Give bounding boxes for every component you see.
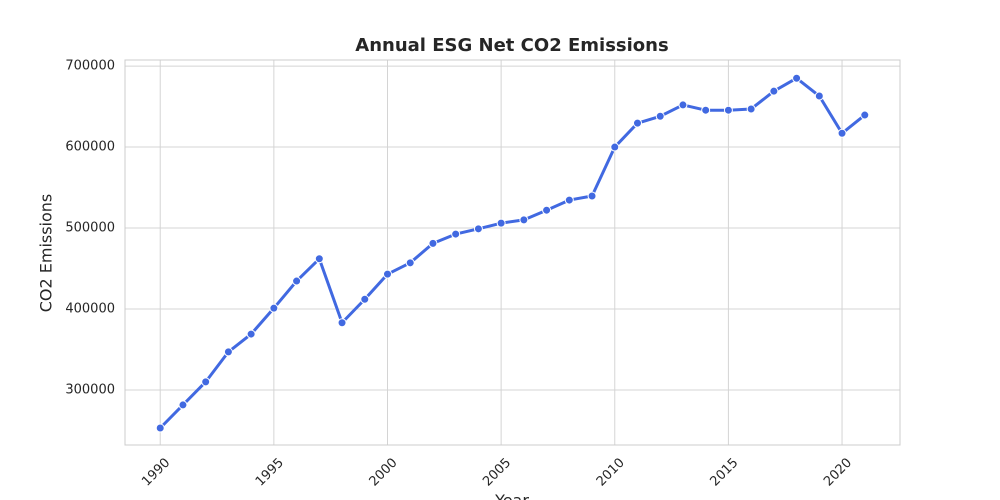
data-point (655, 111, 665, 121)
data-point (542, 205, 552, 215)
data-line (159, 76, 866, 430)
chart-title: Annual ESG Net CO2 Emissions (355, 35, 668, 56)
data-point (314, 254, 324, 264)
data-point (678, 100, 688, 110)
y-tick-label: 700000 (65, 59, 115, 74)
data-point (246, 329, 256, 339)
data-point (701, 105, 711, 115)
x-axis-label: Year (494, 491, 529, 500)
data-point (814, 91, 824, 101)
data-point (201, 377, 211, 387)
data-point (792, 73, 802, 83)
y-axis-label: CO2 Emissions (37, 194, 56, 313)
data-point (292, 276, 302, 286)
data-point (451, 229, 461, 239)
data-point (360, 294, 370, 304)
data-point (723, 105, 733, 115)
y-tick-label: 500000 (65, 221, 115, 236)
x-tick-label: 2000 (367, 455, 401, 489)
data-point (837, 128, 847, 138)
data-point (587, 191, 597, 201)
data-point (860, 110, 870, 120)
x-tick-label: 1990 (139, 455, 173, 489)
data-point (428, 238, 438, 248)
data-point (746, 104, 756, 114)
y-tick-label: 300000 (65, 382, 115, 397)
data-point (564, 195, 574, 205)
data-point (496, 218, 506, 228)
data-point (223, 347, 233, 357)
x-tick-label: 2015 (707, 455, 741, 489)
data-point (473, 224, 483, 234)
data-point (155, 423, 165, 433)
data-point (633, 118, 642, 128)
y-tick-label: 400000 (65, 301, 115, 316)
x-tick-label: 2020 (821, 455, 855, 489)
data-point (610, 142, 620, 152)
data-point (519, 215, 529, 225)
x-tick-label: 1995 (253, 455, 287, 489)
data-point (178, 400, 188, 410)
data-point (337, 318, 347, 328)
x-tick-label: 2005 (480, 455, 514, 489)
data-point (383, 269, 392, 279)
plot-frame (124, 59, 901, 446)
data-point (405, 258, 415, 268)
data-point (269, 303, 279, 313)
data-point (769, 86, 779, 96)
y-tick-label: 600000 (65, 140, 115, 155)
x-tick-label: 2010 (594, 455, 628, 489)
